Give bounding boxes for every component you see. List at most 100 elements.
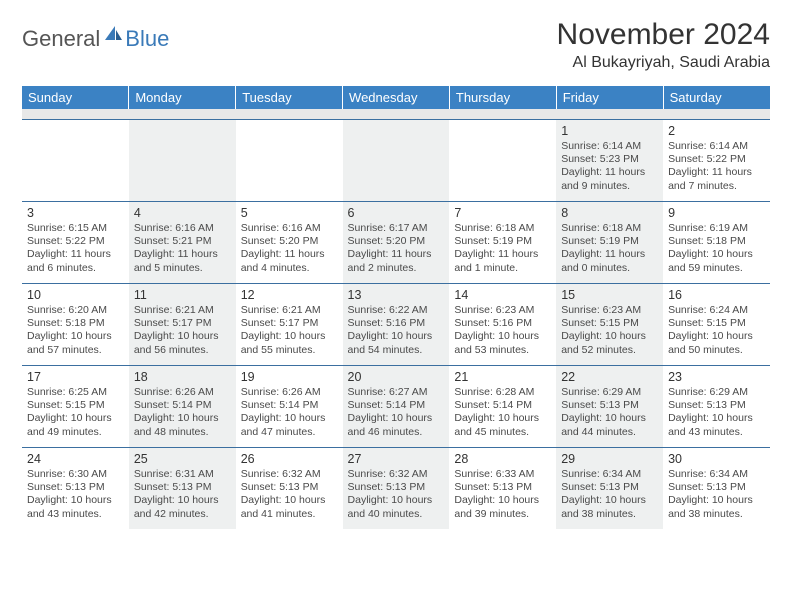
logo-text-general: General	[22, 26, 100, 52]
day-number: 24	[27, 451, 124, 467]
daylight-text: Daylight: 11 hours and 4 minutes.	[241, 248, 338, 275]
day-number: 18	[134, 369, 231, 385]
day-cell: 3Sunrise: 6:15 AMSunset: 5:22 PMDaylight…	[22, 201, 129, 283]
sunrise-text: Sunrise: 6:17 AM	[348, 222, 445, 235]
week-row: 3Sunrise: 6:15 AMSunset: 5:22 PMDaylight…	[22, 201, 770, 283]
daylight-text: Daylight: 10 hours and 43 minutes.	[27, 494, 124, 521]
day-number: 6	[348, 205, 445, 221]
day-cell: 16Sunrise: 6:24 AMSunset: 5:15 PMDayligh…	[663, 283, 770, 365]
empty-cell	[22, 119, 129, 201]
sunrise-text: Sunrise: 6:28 AM	[454, 386, 551, 399]
day-number: 26	[241, 451, 338, 467]
day-cell: 9Sunrise: 6:19 AMSunset: 5:18 PMDaylight…	[663, 201, 770, 283]
daylight-text: Daylight: 10 hours and 49 minutes.	[27, 412, 124, 439]
sunrise-text: Sunrise: 6:26 AM	[241, 386, 338, 399]
sunrise-text: Sunrise: 6:34 AM	[561, 468, 658, 481]
day-number: 27	[348, 451, 445, 467]
sunset-text: Sunset: 5:17 PM	[241, 317, 338, 330]
day-header: Wednesday	[343, 86, 450, 109]
sunset-text: Sunset: 5:19 PM	[561, 235, 658, 248]
sunset-text: Sunset: 5:16 PM	[454, 317, 551, 330]
day-cell: 22Sunrise: 6:29 AMSunset: 5:13 PMDayligh…	[556, 365, 663, 447]
daylight-text: Daylight: 10 hours and 46 minutes.	[348, 412, 445, 439]
sunrise-text: Sunrise: 6:32 AM	[348, 468, 445, 481]
day-cell: 1Sunrise: 6:14 AMSunset: 5:23 PMDaylight…	[556, 119, 663, 201]
daylight-text: Daylight: 10 hours and 40 minutes.	[348, 494, 445, 521]
day-cell: 14Sunrise: 6:23 AMSunset: 5:16 PMDayligh…	[449, 283, 556, 365]
daylight-text: Daylight: 10 hours and 54 minutes.	[348, 330, 445, 357]
day-cell: 29Sunrise: 6:34 AMSunset: 5:13 PMDayligh…	[556, 447, 663, 529]
daylight-text: Daylight: 10 hours and 45 minutes.	[454, 412, 551, 439]
day-cell: 24Sunrise: 6:30 AMSunset: 5:13 PMDayligh…	[22, 447, 129, 529]
sunset-text: Sunset: 5:20 PM	[241, 235, 338, 248]
sunset-text: Sunset: 5:23 PM	[561, 153, 658, 166]
sunset-text: Sunset: 5:13 PM	[668, 399, 765, 412]
sunrise-text: Sunrise: 6:31 AM	[134, 468, 231, 481]
logo: General Blue	[22, 24, 169, 53]
sunrise-text: Sunrise: 6:22 AM	[348, 304, 445, 317]
day-cell: 10Sunrise: 6:20 AMSunset: 5:18 PMDayligh…	[22, 283, 129, 365]
daylight-text: Daylight: 10 hours and 47 minutes.	[241, 412, 338, 439]
sunrise-text: Sunrise: 6:26 AM	[134, 386, 231, 399]
day-header: Saturday	[663, 86, 770, 109]
sunset-text: Sunset: 5:17 PM	[134, 317, 231, 330]
day-cell: 12Sunrise: 6:21 AMSunset: 5:17 PMDayligh…	[236, 283, 343, 365]
daylight-text: Daylight: 11 hours and 9 minutes.	[561, 166, 658, 193]
day-cell: 4Sunrise: 6:16 AMSunset: 5:21 PMDaylight…	[129, 201, 236, 283]
day-cell: 30Sunrise: 6:34 AMSunset: 5:13 PMDayligh…	[663, 447, 770, 529]
day-header: Sunday	[22, 86, 129, 109]
daylight-text: Daylight: 10 hours and 59 minutes.	[668, 248, 765, 275]
sunset-text: Sunset: 5:19 PM	[454, 235, 551, 248]
sunrise-text: Sunrise: 6:16 AM	[134, 222, 231, 235]
sunset-text: Sunset: 5:13 PM	[668, 481, 765, 494]
day-number: 19	[241, 369, 338, 385]
sunrise-text: Sunrise: 6:14 AM	[668, 140, 765, 153]
daylight-text: Daylight: 11 hours and 1 minute.	[454, 248, 551, 275]
day-cell: 15Sunrise: 6:23 AMSunset: 5:15 PMDayligh…	[556, 283, 663, 365]
sunset-text: Sunset: 5:18 PM	[27, 317, 124, 330]
day-number: 11	[134, 287, 231, 303]
day-number: 12	[241, 287, 338, 303]
day-header: Thursday	[449, 86, 556, 109]
day-number: 5	[241, 205, 338, 221]
day-number: 10	[27, 287, 124, 303]
daylight-text: Daylight: 10 hours and 38 minutes.	[561, 494, 658, 521]
daylight-text: Daylight: 10 hours and 57 minutes.	[27, 330, 124, 357]
sunset-text: Sunset: 5:16 PM	[348, 317, 445, 330]
sunrise-text: Sunrise: 6:21 AM	[241, 304, 338, 317]
sunrise-text: Sunrise: 6:20 AM	[27, 304, 124, 317]
day-number: 15	[561, 287, 658, 303]
sunset-text: Sunset: 5:14 PM	[348, 399, 445, 412]
day-cell: 8Sunrise: 6:18 AMSunset: 5:19 PMDaylight…	[556, 201, 663, 283]
day-header: Tuesday	[236, 86, 343, 109]
sunrise-text: Sunrise: 6:33 AM	[454, 468, 551, 481]
day-cell: 5Sunrise: 6:16 AMSunset: 5:20 PMDaylight…	[236, 201, 343, 283]
sunset-text: Sunset: 5:15 PM	[27, 399, 124, 412]
daylight-text: Daylight: 10 hours and 56 minutes.	[134, 330, 231, 357]
calendar-table: Sunday Monday Tuesday Wednesday Thursday…	[22, 86, 770, 529]
sunset-text: Sunset: 5:21 PM	[134, 235, 231, 248]
sunrise-text: Sunrise: 6:29 AM	[561, 386, 658, 399]
empty-cell	[343, 119, 450, 201]
daylight-text: Daylight: 10 hours and 41 minutes.	[241, 494, 338, 521]
sunrise-text: Sunrise: 6:32 AM	[241, 468, 338, 481]
sunset-text: Sunset: 5:22 PM	[668, 153, 765, 166]
sunset-text: Sunset: 5:15 PM	[561, 317, 658, 330]
daylight-text: Daylight: 10 hours and 42 minutes.	[134, 494, 231, 521]
sunset-text: Sunset: 5:13 PM	[134, 481, 231, 494]
sunrise-text: Sunrise: 6:27 AM	[348, 386, 445, 399]
sunrise-text: Sunrise: 6:29 AM	[668, 386, 765, 399]
sunset-text: Sunset: 5:14 PM	[241, 399, 338, 412]
sunrise-text: Sunrise: 6:25 AM	[27, 386, 124, 399]
day-cell: 17Sunrise: 6:25 AMSunset: 5:15 PMDayligh…	[22, 365, 129, 447]
sunset-text: Sunset: 5:18 PM	[668, 235, 765, 248]
sunrise-text: Sunrise: 6:24 AM	[668, 304, 765, 317]
week-row: 17Sunrise: 6:25 AMSunset: 5:15 PMDayligh…	[22, 365, 770, 447]
day-number: 4	[134, 205, 231, 221]
empty-cell	[449, 119, 556, 201]
day-number: 25	[134, 451, 231, 467]
sunset-text: Sunset: 5:13 PM	[27, 481, 124, 494]
day-number: 7	[454, 205, 551, 221]
sunset-text: Sunset: 5:20 PM	[348, 235, 445, 248]
sunset-text: Sunset: 5:13 PM	[561, 399, 658, 412]
